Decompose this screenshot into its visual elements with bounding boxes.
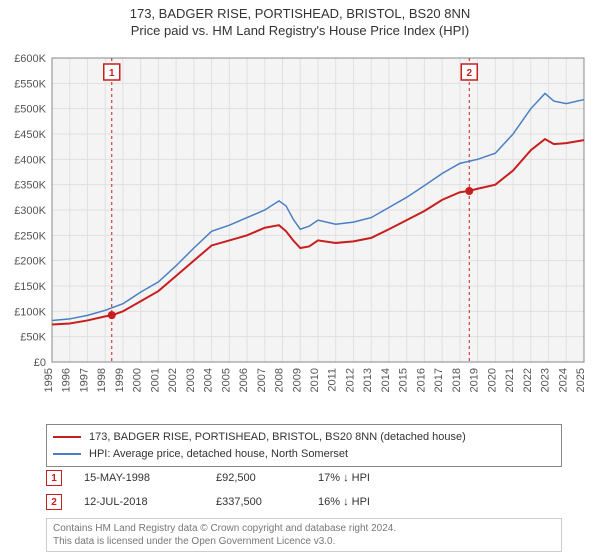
- svg-text:2002: 2002: [167, 368, 179, 392]
- svg-text:2011: 2011: [327, 368, 339, 392]
- svg-text:2010: 2010: [309, 368, 321, 392]
- svg-text:£600K: £600K: [14, 53, 46, 65]
- svg-text:1998: 1998: [96, 368, 108, 392]
- svg-text:2025: 2025: [575, 368, 587, 392]
- svg-text:£150K: £150K: [14, 281, 46, 293]
- credit-line-1: Contains HM Land Registry data © Crown c…: [53, 522, 555, 535]
- title-subtitle: Price paid vs. HM Land Registry's House …: [0, 23, 600, 38]
- legend-label-2: HPI: Average price, detached house, Nort…: [89, 446, 348, 463]
- svg-text:2008: 2008: [274, 368, 286, 392]
- svg-text:2021: 2021: [504, 368, 516, 392]
- svg-text:1: 1: [109, 68, 115, 79]
- legend-label-1: 173, BADGER RISE, PORTISHEAD, BRISTOL, B…: [89, 429, 466, 446]
- sale-date-2: 12-JUL-2018: [84, 496, 194, 508]
- legend: 173, BADGER RISE, PORTISHEAD, BRISTOL, B…: [46, 424, 562, 467]
- svg-text:2020: 2020: [486, 368, 498, 392]
- svg-text:2014: 2014: [380, 368, 392, 392]
- chart-svg: £0 £50K £100K £150K £200K £250K £300K £350K £400…: [8, 48, 592, 418]
- svg-text:2012: 2012: [344, 368, 356, 392]
- svg-text:1997: 1997: [78, 368, 90, 392]
- svg-text:1999: 1999: [114, 368, 126, 392]
- sale-record-2: 2 12-JUL-2018 £337,500 16% ↓ HPI: [46, 494, 566, 510]
- svg-text:2022: 2022: [522, 368, 534, 392]
- svg-text:2023: 2023: [540, 368, 552, 392]
- svg-text:2018: 2018: [451, 368, 463, 392]
- legend-swatch-1: [53, 436, 81, 438]
- sale-record-1: 1 15-MAY-1998 £92,500 17% ↓ HPI: [46, 470, 566, 486]
- svg-text:£350K: £350K: [14, 180, 46, 192]
- svg-text:£100K: £100K: [14, 306, 46, 318]
- svg-text:2024: 2024: [557, 368, 569, 392]
- credit-line-2: This data is licensed under the Open Gov…: [53, 535, 555, 548]
- chart-area: £0 £50K £100K £150K £200K £250K £300K £350K £400…: [8, 48, 592, 418]
- svg-text:2013: 2013: [362, 368, 374, 392]
- svg-text:2006: 2006: [238, 368, 250, 392]
- sale-marker-1: 1: [46, 470, 62, 486]
- title-block: 173, BADGER RISE, PORTISHEAD, BRISTOL, B…: [0, 0, 600, 40]
- chart-container: 173, BADGER RISE, PORTISHEAD, BRISTOL, B…: [0, 0, 600, 560]
- svg-text:£200K: £200K: [14, 256, 46, 268]
- sale-marker-2: 2: [46, 494, 62, 510]
- svg-text:£550K: £550K: [14, 78, 46, 90]
- legend-swatch-2: [53, 453, 81, 455]
- svg-text:2004: 2004: [203, 368, 215, 392]
- svg-text:2017: 2017: [433, 368, 445, 392]
- svg-text:2001: 2001: [149, 368, 161, 392]
- sale-date-1: 15-MAY-1998: [84, 472, 194, 484]
- svg-text:2009: 2009: [291, 368, 303, 392]
- svg-text:2019: 2019: [469, 368, 481, 392]
- svg-text:£300K: £300K: [14, 205, 46, 217]
- svg-text:£50K: £50K: [20, 332, 46, 344]
- svg-text:2015: 2015: [398, 368, 410, 392]
- svg-text:2003: 2003: [185, 368, 197, 392]
- svg-text:1995: 1995: [43, 368, 55, 392]
- legend-item-2: HPI: Average price, detached house, Nort…: [53, 446, 555, 463]
- svg-text:£250K: £250K: [14, 230, 46, 242]
- svg-text:2: 2: [466, 68, 472, 79]
- svg-text:£450K: £450K: [14, 129, 46, 141]
- svg-text:£500K: £500K: [14, 104, 46, 116]
- sale-price-1: £92,500: [216, 472, 296, 484]
- svg-text:2016: 2016: [415, 368, 427, 392]
- svg-text:2007: 2007: [256, 368, 268, 392]
- sale-hpi-1: 17% ↓ HPI: [318, 472, 408, 484]
- svg-text:£0: £0: [34, 357, 46, 369]
- title-address: 173, BADGER RISE, PORTISHEAD, BRISTOL, B…: [0, 6, 600, 21]
- sale-hpi-2: 16% ↓ HPI: [318, 496, 408, 508]
- svg-text:£400K: £400K: [14, 154, 46, 166]
- sale-price-2: £337,500: [216, 496, 296, 508]
- svg-text:2000: 2000: [132, 368, 144, 392]
- svg-text:1996: 1996: [61, 368, 73, 392]
- legend-item-1: 173, BADGER RISE, PORTISHEAD, BRISTOL, B…: [53, 429, 555, 446]
- credit-box: Contains HM Land Registry data © Crown c…: [46, 518, 562, 552]
- svg-text:2005: 2005: [220, 368, 232, 392]
